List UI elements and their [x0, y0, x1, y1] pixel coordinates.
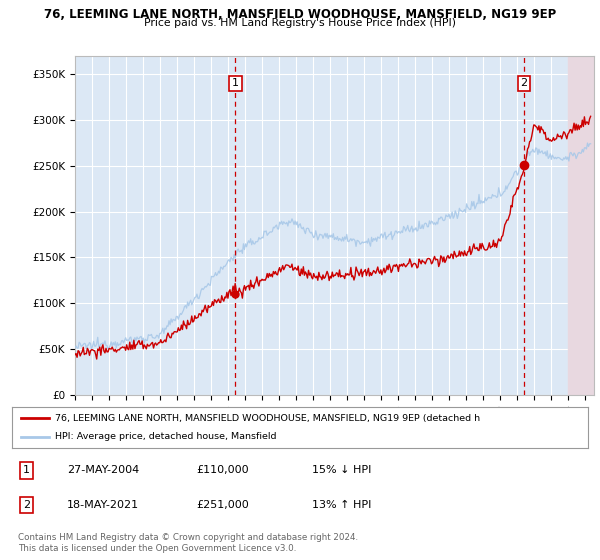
Text: 2: 2	[23, 500, 30, 510]
Text: 27-MAY-2004: 27-MAY-2004	[67, 465, 139, 475]
Text: Contains HM Land Registry data © Crown copyright and database right 2024.
This d: Contains HM Land Registry data © Crown c…	[18, 533, 358, 553]
Text: 1: 1	[232, 78, 239, 88]
Text: £110,000: £110,000	[196, 465, 249, 475]
Text: 13% ↑ HPI: 13% ↑ HPI	[311, 500, 371, 510]
Text: 15% ↓ HPI: 15% ↓ HPI	[311, 465, 371, 475]
Text: 76, LEEMING LANE NORTH, MANSFIELD WOODHOUSE, MANSFIELD, NG19 9EP: 76, LEEMING LANE NORTH, MANSFIELD WOODHO…	[44, 8, 556, 21]
Text: 2: 2	[520, 78, 527, 88]
Text: £251,000: £251,000	[196, 500, 249, 510]
Text: 76, LEEMING LANE NORTH, MANSFIELD WOODHOUSE, MANSFIELD, NG19 9EP (detached h: 76, LEEMING LANE NORTH, MANSFIELD WOODHO…	[55, 414, 481, 423]
Text: 18-MAY-2021: 18-MAY-2021	[67, 500, 139, 510]
Text: HPI: Average price, detached house, Mansfield: HPI: Average price, detached house, Mans…	[55, 432, 277, 441]
Text: Price paid vs. HM Land Registry's House Price Index (HPI): Price paid vs. HM Land Registry's House …	[144, 18, 456, 29]
Text: 1: 1	[23, 465, 30, 475]
Bar	[568, 56, 596, 395]
